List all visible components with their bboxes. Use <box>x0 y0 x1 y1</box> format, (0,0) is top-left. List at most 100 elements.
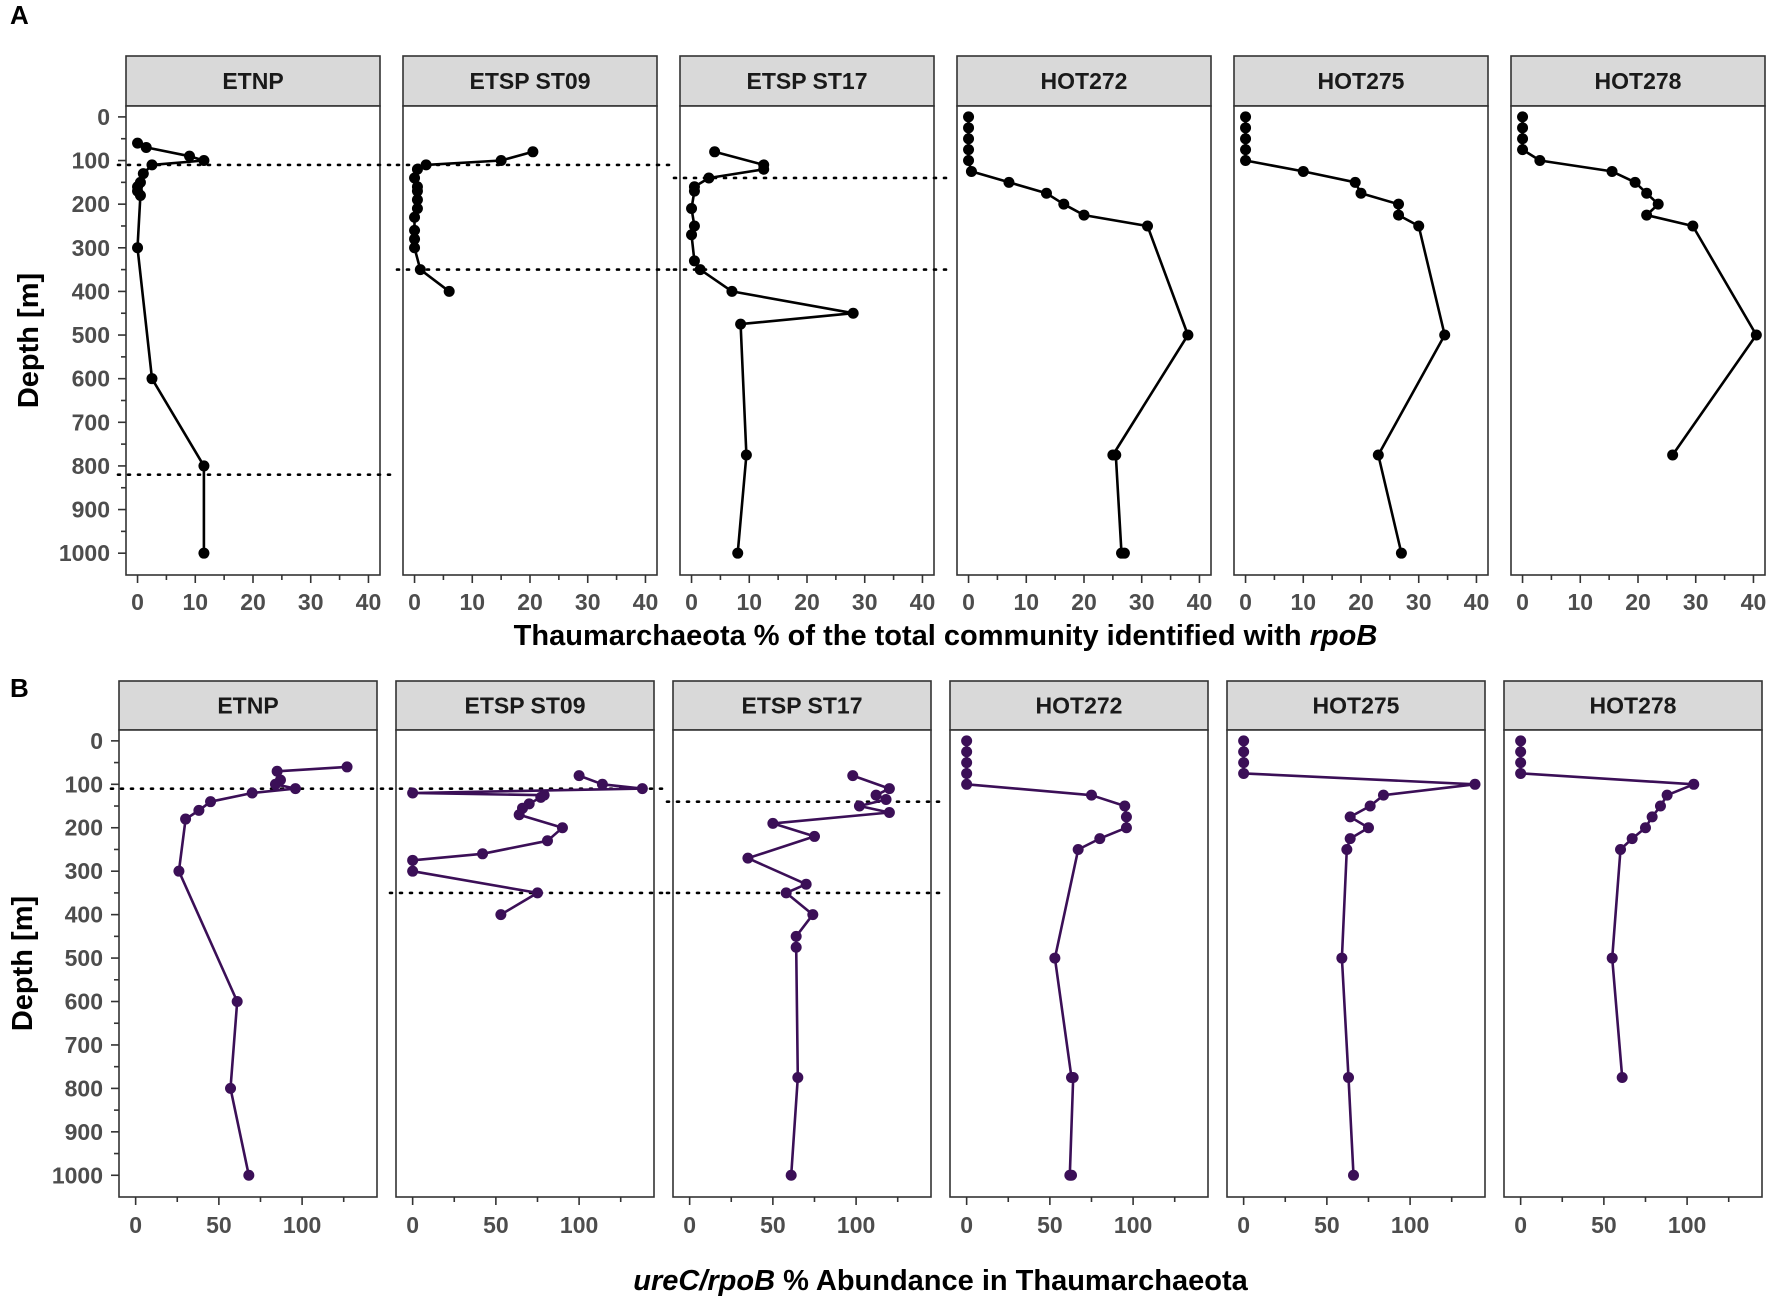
data-point <box>1085 789 1097 801</box>
facet-title: HOT275 <box>1318 68 1405 94</box>
facet-hot272: HOT272 0 10 20 30 40 <box>956 55 1212 615</box>
data-point <box>1182 329 1194 341</box>
data-point <box>1049 952 1061 964</box>
data-point <box>883 807 895 819</box>
facet-strip <box>1510 55 1766 107</box>
x-tick-label: 50 <box>1591 1212 1617 1238</box>
data-point <box>1110 449 1122 461</box>
facet-title: ETSP ST17 <box>746 68 867 94</box>
data-point <box>1003 176 1015 188</box>
facet-panel <box>395 729 655 1198</box>
facet-title: ETNP <box>217 693 278 719</box>
x-tick-label: 30 <box>298 589 324 615</box>
data-point <box>443 285 455 297</box>
x-tick-label: 100 <box>560 1212 598 1238</box>
x-tick-label: 40 <box>1741 589 1767 615</box>
data-point <box>758 163 770 175</box>
x-tick-label: 10 <box>1290 589 1316 615</box>
facet-panel <box>1226 729 1486 1198</box>
y-tick-label: 600 <box>65 989 103 1015</box>
data-point <box>1393 198 1405 210</box>
x-tick-label: 30 <box>1683 589 1709 615</box>
data-point <box>573 770 585 782</box>
data-point <box>1040 187 1052 199</box>
x-axis-title-part: ureC/rpoB <box>633 1265 775 1297</box>
y-axis-title: Depth [m] <box>13 273 45 408</box>
data-point <box>847 307 859 319</box>
data-point <box>409 172 421 184</box>
data-point <box>742 852 754 864</box>
data-point <box>1240 122 1252 134</box>
data-point <box>790 930 802 942</box>
data-point <box>132 242 144 254</box>
data-point <box>184 150 195 162</box>
data-point <box>137 168 149 180</box>
data-point <box>1372 449 1384 461</box>
data-point <box>963 144 975 156</box>
data-point <box>1078 209 1090 221</box>
facet-strip <box>1503 680 1763 731</box>
x-axis-title-part: Thaumarchaeota % of the total community … <box>514 620 1310 652</box>
y-tick-label: 900 <box>65 1119 103 1145</box>
data-point <box>1120 811 1132 823</box>
data-point <box>1517 111 1529 123</box>
data-point <box>961 746 973 758</box>
data-point <box>807 909 819 921</box>
data-point <box>853 800 865 812</box>
facet-title: ETSP ST17 <box>741 693 862 719</box>
x-tick-label: 10 <box>182 589 208 615</box>
data-point <box>688 185 700 197</box>
data-point <box>963 122 975 134</box>
y-tick-label: 600 <box>72 366 110 392</box>
facet-etnp: ETNP 0 10 20 30 40 <box>116 55 396 615</box>
data-point <box>735 318 747 330</box>
data-point <box>1439 329 1451 341</box>
data-point <box>535 791 547 803</box>
data-point <box>495 909 507 921</box>
x-tick-label: 40 <box>1464 589 1490 615</box>
y-tick-label: 800 <box>72 453 110 479</box>
y-tick-label: 300 <box>72 235 110 261</box>
data-point <box>1515 757 1527 769</box>
panel-letter: A <box>10 0 29 30</box>
data-point <box>1336 952 1348 964</box>
facet-hot272: HOT272 0 50 100 <box>949 680 1209 1238</box>
data-point <box>1667 449 1679 461</box>
facet-panel <box>679 105 935 576</box>
facet-etsp-st09: ETSP ST09 0 10 20 30 40 <box>395 55 673 615</box>
data-point <box>411 194 423 206</box>
x-tick-label: 40 <box>356 589 382 615</box>
y-tick-label: 700 <box>65 1032 103 1058</box>
data-point <box>870 789 882 801</box>
x-tick-label: 0 <box>683 1212 696 1238</box>
data-point <box>269 778 281 790</box>
y-tick-label: 1000 <box>52 1162 103 1188</box>
data-point <box>289 783 301 795</box>
data-point <box>1626 833 1638 845</box>
data-point <box>198 155 210 167</box>
data-point <box>556 822 568 834</box>
facet-title: ETSP ST09 <box>469 68 590 94</box>
data-point <box>146 373 158 385</box>
data-point <box>409 242 421 254</box>
data-point <box>732 547 744 559</box>
x-tick-label: 50 <box>1314 1212 1340 1238</box>
x-tick-label: 50 <box>206 1212 232 1238</box>
data-point <box>1641 209 1653 221</box>
x-tick-label: 0 <box>1514 1212 1527 1238</box>
facet-strip <box>672 680 932 731</box>
facet-panel <box>1503 729 1763 1198</box>
y-tick-label: 0 <box>90 728 103 754</box>
data-point <box>1641 187 1653 199</box>
facet-hot278: HOT278 0 50 100 <box>1503 680 1763 1238</box>
data-point <box>134 189 146 201</box>
data-point <box>961 757 973 769</box>
x-axis-title-part: rpoB <box>1310 620 1378 652</box>
x-tick-label: 30 <box>1129 589 1155 615</box>
data-point <box>513 809 525 821</box>
data-point <box>495 155 507 167</box>
x-tick-label: 100 <box>837 1212 875 1238</box>
x-tick-label: 0 <box>960 1212 973 1238</box>
